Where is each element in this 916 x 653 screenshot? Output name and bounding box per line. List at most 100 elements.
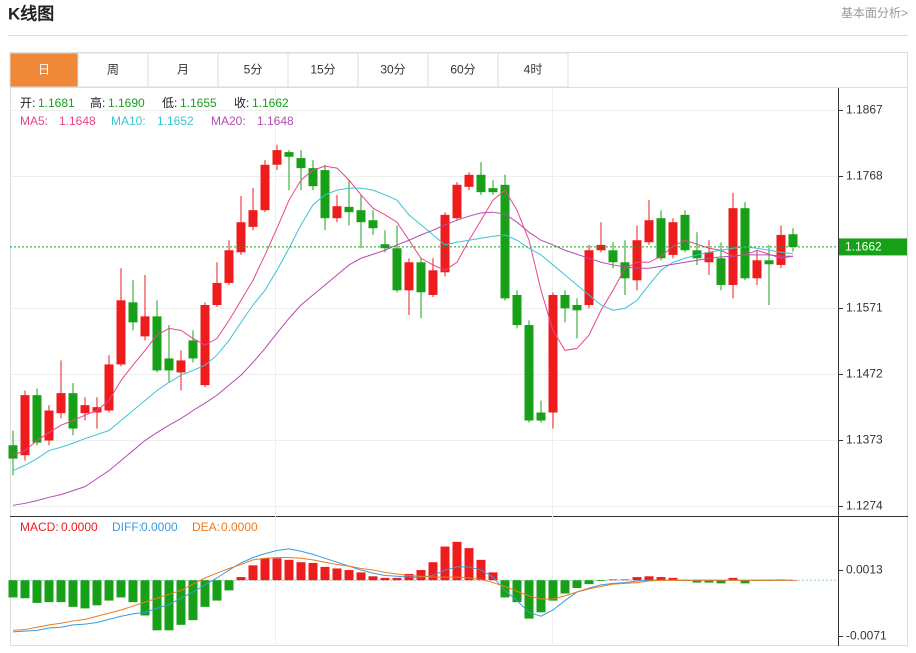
ohlc-label: 高: xyxy=(90,95,105,110)
ma-line xyxy=(12,165,794,456)
candle-body xyxy=(572,305,582,311)
tab-label[interactable]: 60分 xyxy=(450,63,475,77)
tab-label[interactable]: 日 xyxy=(38,63,50,77)
macd-bar xyxy=(308,562,318,581)
tab[interactable] xyxy=(9,52,79,88)
macd-bar xyxy=(524,580,534,619)
macd-bar xyxy=(332,568,342,581)
macd-bar xyxy=(452,541,462,581)
tab-label[interactable]: 30分 xyxy=(380,63,405,77)
macd-bar xyxy=(704,580,714,583)
ohlc-label: 开: xyxy=(20,96,35,110)
macd-bar xyxy=(608,579,618,581)
macd-bar xyxy=(68,580,78,607)
candle-body xyxy=(740,208,750,279)
candle-body xyxy=(392,248,402,291)
y-tick-label: 1.1274 xyxy=(846,499,883,513)
candle-body xyxy=(692,250,702,259)
candle-body xyxy=(668,222,678,255)
tab-label[interactable]: 15分 xyxy=(310,63,335,77)
candle-body xyxy=(104,364,114,411)
tab-label[interactable]: 月 xyxy=(177,63,189,77)
candle-body xyxy=(176,360,186,373)
candle-body xyxy=(80,405,90,414)
tab[interactable] xyxy=(497,52,569,88)
candle-body xyxy=(68,393,78,429)
macd-bar xyxy=(164,580,174,631)
candle-body xyxy=(584,250,594,306)
macd-bar xyxy=(320,566,330,581)
candle-body xyxy=(248,210,258,227)
legend-label: DIFF: xyxy=(112,520,142,534)
tab-bar: 日 周 月 5分 15分 30分 60分 4时 xyxy=(9,52,908,88)
chart-frame xyxy=(10,87,908,646)
candle-body xyxy=(344,206,354,213)
candle-body xyxy=(644,220,654,243)
candle-body xyxy=(416,262,426,293)
candle-body xyxy=(56,393,66,414)
macd-bar xyxy=(380,577,390,581)
ohlc-label: 低: xyxy=(162,96,177,110)
legend-value: 1.1648 xyxy=(257,114,294,128)
macd-bar xyxy=(284,559,294,581)
macd-line xyxy=(12,557,793,631)
candle-body xyxy=(20,395,30,456)
candle-body xyxy=(680,214,690,251)
ohlc-value: 1.1690 xyxy=(108,96,145,110)
plot: 1.1274 1.1373 1.1472 1.1571 1.1768 1.1867 1.16… xyxy=(8,95,907,643)
tab[interactable] xyxy=(287,52,359,88)
candle-body xyxy=(368,220,378,229)
macd-bar xyxy=(20,580,30,599)
macd-bar xyxy=(440,546,450,581)
legend-value: 1.1652 xyxy=(157,114,194,128)
macd-bar xyxy=(44,580,54,603)
legend-value: 0.0000 xyxy=(61,520,98,534)
candle-body xyxy=(452,184,462,219)
ma-line xyxy=(12,211,793,506)
candle-body xyxy=(440,214,450,273)
candle-body xyxy=(704,252,714,263)
page-title: K线图 xyxy=(8,3,54,23)
legend-label: MA10: xyxy=(111,114,146,128)
candle-body xyxy=(404,262,414,291)
macd-bar xyxy=(212,580,222,601)
candle-body xyxy=(560,294,570,309)
tab-label[interactable]: 5分 xyxy=(244,63,263,77)
last-price-box xyxy=(839,238,907,256)
candle-body xyxy=(728,208,738,285)
macd-bar xyxy=(356,572,366,581)
macd-bar xyxy=(176,580,186,625)
candle-body xyxy=(788,234,798,247)
tab-label[interactable]: 4时 xyxy=(524,63,543,77)
macd-bar xyxy=(116,580,126,598)
macd-bar xyxy=(416,570,426,581)
candle-body xyxy=(140,316,150,337)
legend-label: MA5: xyxy=(20,114,48,128)
candle-body xyxy=(236,222,246,253)
candle-body xyxy=(308,168,318,187)
ohlc-value: 1.1681 xyxy=(38,96,75,110)
macd-bar xyxy=(644,576,654,581)
y-tick-label: 1.1472 xyxy=(846,367,883,381)
candle-body xyxy=(512,294,522,326)
candle-body xyxy=(284,152,294,157)
macd-bar xyxy=(656,577,666,581)
legend-value: 0.0000 xyxy=(221,520,258,534)
macd-bar xyxy=(188,580,198,621)
ohlc-value: 1.1655 xyxy=(180,96,217,110)
macd-bar xyxy=(668,577,678,581)
macd-bar xyxy=(80,580,90,609)
candle-body xyxy=(764,260,774,265)
tab-label[interactable]: 周 xyxy=(107,63,119,77)
candle-body xyxy=(332,206,342,219)
macd-bar xyxy=(296,562,306,581)
fundamental-link[interactable]: 基本面分析> xyxy=(841,6,908,20)
macd-bar xyxy=(548,580,558,601)
macd-bar xyxy=(92,580,102,606)
candle-body xyxy=(188,340,198,359)
macd-bar xyxy=(560,580,570,594)
legend-label: MA20: xyxy=(211,114,246,128)
ma-line xyxy=(12,187,794,472)
